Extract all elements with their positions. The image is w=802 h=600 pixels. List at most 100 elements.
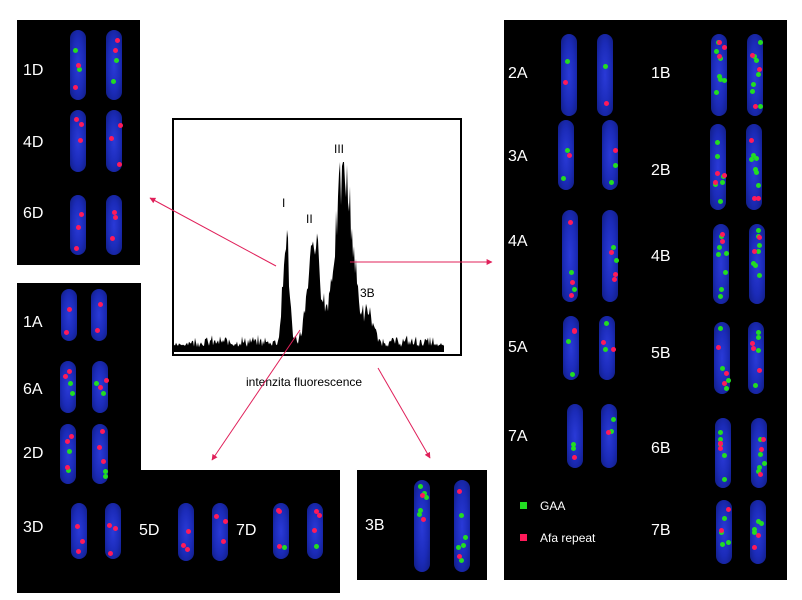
chromosome-pair-4B [706, 224, 772, 304]
chromosome-pair-3D [66, 503, 126, 559]
afa-signal [76, 63, 82, 69]
label-5B: 5B [651, 345, 671, 362]
chromosome [60, 424, 76, 484]
gaa-signal [416, 512, 422, 518]
afa-signal [752, 104, 758, 110]
gaa-signal [102, 474, 108, 480]
gaa-signal [561, 176, 567, 182]
peak-label-III: III [334, 142, 345, 156]
afa-signal [756, 368, 762, 374]
label-1D: 1D [23, 62, 44, 79]
gaa-signal [713, 89, 719, 95]
gaa-signal [717, 76, 723, 82]
gaa-signal [724, 385, 730, 391]
gaa-signal [722, 476, 728, 482]
label-3A: 3A [508, 148, 528, 165]
afa-signal [72, 84, 78, 90]
gaa-signal [713, 49, 719, 55]
gaa-signal [717, 436, 723, 442]
gaa-signal [603, 64, 609, 70]
chromosome-pair-1D [63, 30, 129, 100]
chromosome [558, 120, 574, 190]
gaa-signal [715, 251, 721, 257]
gaa-signal [755, 249, 761, 254]
afa-signal [63, 373, 69, 379]
chromosome [70, 195, 86, 255]
gaa-signal [750, 88, 756, 94]
arrow-to-d-panel [149, 197, 277, 267]
gaa-signal [94, 381, 100, 387]
label-4A: 4A [508, 233, 528, 250]
label-1B: 1B [651, 65, 671, 82]
afa-signal [222, 519, 228, 525]
afa-signal [107, 550, 113, 556]
afa-signal [749, 52, 755, 58]
afa-signal [610, 346, 616, 352]
peak-label-I: I [282, 196, 286, 210]
afa-signal [97, 445, 103, 451]
peak-label-3B: 3B [360, 286, 375, 300]
afa-signal [103, 377, 109, 383]
afa-signal [73, 246, 79, 252]
afa-signal [75, 524, 81, 530]
gaa-signal [714, 154, 720, 160]
chromosome [91, 289, 107, 341]
afa-signal [95, 328, 101, 334]
gaa-signal [604, 321, 610, 327]
afa-signal [721, 380, 727, 386]
gaa-signal [66, 449, 72, 455]
fluorescence-histogram: I II III 3B [172, 118, 462, 356]
gaa-signal [69, 391, 75, 397]
afa-signal [755, 196, 761, 202]
gaa-signal [752, 54, 758, 60]
label-3D: 3D [23, 519, 44, 536]
afa-signal [750, 340, 756, 346]
gaa-signal [751, 261, 756, 267]
panel-3b: 3B [357, 470, 487, 580]
afa-signal [609, 249, 615, 255]
gaa-signal [719, 286, 725, 292]
gaa-signal [756, 242, 762, 248]
afa-signal [757, 234, 763, 240]
afa-signal [99, 429, 105, 435]
chromosome [597, 34, 613, 116]
gaa-signal [417, 484, 423, 490]
afa-signal [721, 173, 727, 179]
gaa-signal [603, 347, 608, 353]
gaa-signal [314, 543, 320, 549]
gaa-signal [571, 446, 577, 452]
gaa-signal [76, 66, 82, 72]
afa-signal [759, 447, 765, 453]
afa-signal [275, 507, 281, 513]
gaa-signal [723, 269, 729, 275]
gaa-signal [100, 390, 106, 396]
afa-signal [78, 121, 84, 127]
afa-signal [77, 138, 83, 144]
gaa-signal [752, 382, 758, 388]
afa-signal [566, 152, 572, 158]
gaa-signal [757, 436, 763, 442]
panel-d-chromosomes: 1D 4D 6D [17, 20, 140, 265]
chromosome-pair-6B [708, 418, 774, 488]
gaa-signal [720, 541, 725, 547]
histogram-x-caption: intenzita fluorescence [246, 375, 363, 389]
gaa-signal [761, 460, 767, 466]
label-6A: 6A [23, 381, 43, 398]
label-1A: 1A [23, 314, 43, 331]
gaa-signal [757, 451, 763, 457]
afa-signal [719, 238, 725, 244]
chromosome [61, 289, 77, 341]
chromosome-pair-2D [56, 424, 112, 484]
afa-signal [107, 522, 113, 528]
afa-signal [214, 514, 220, 520]
afa-signal [73, 116, 79, 122]
gaa-signal [68, 381, 74, 387]
afa-signal [78, 212, 84, 218]
chromosome-pair-6A [56, 361, 112, 413]
afa-signal [109, 236, 115, 242]
gaa-signal [613, 163, 619, 169]
chromosome [710, 124, 726, 210]
gaa-signal [756, 182, 762, 188]
chromosome [71, 503, 87, 559]
